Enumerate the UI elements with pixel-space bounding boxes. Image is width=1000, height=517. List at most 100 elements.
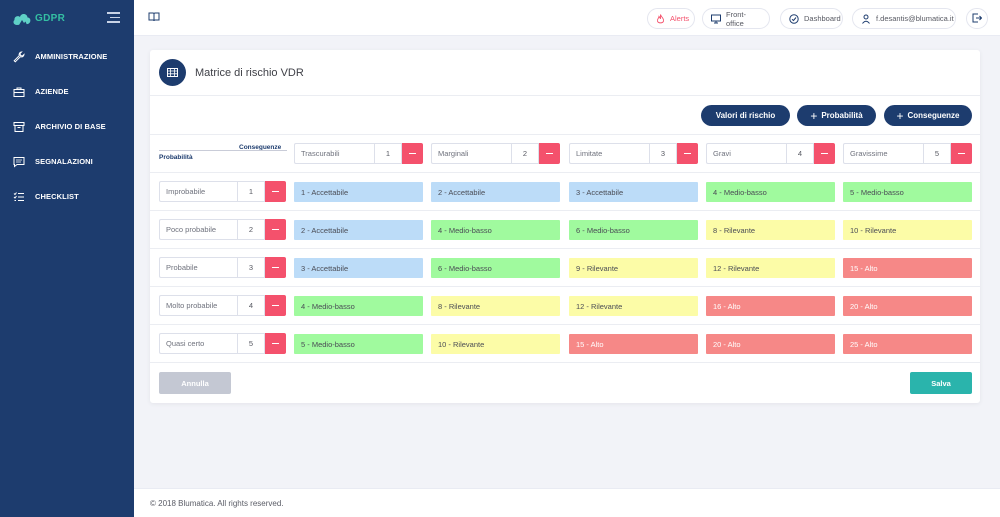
matrix-cell: 25 - Alto (843, 334, 972, 354)
column-name-input[interactable]: Gravissime (843, 143, 923, 164)
sidebar-item-label: ARCHIVIO DI BASE (35, 122, 106, 131)
sidebar-item-aziende[interactable]: AZIENDE (0, 74, 134, 109)
front-office-button[interactable]: Front-office (702, 8, 770, 29)
column-value-input[interactable]: 4 (786, 143, 814, 164)
remove-column-button[interactable] (539, 143, 560, 164)
matrix-cell: 6 - Medio-basso (569, 220, 698, 240)
remove-row-button[interactable] (265, 181, 286, 202)
annulla-button[interactable]: Annulla (159, 372, 231, 394)
logout-icon (972, 13, 983, 25)
column-value-input[interactable]: 3 (649, 143, 677, 164)
message-icon (13, 156, 25, 168)
dashboard-button[interactable]: Dashboard (780, 8, 843, 29)
front-office-label: Front-office (726, 9, 747, 28)
row-header-3: Probabile 3 (159, 257, 286, 278)
cloud-logo-icon (12, 12, 32, 26)
divider (150, 248, 980, 249)
row-header-2: Poco probabile 2 (159, 219, 286, 240)
column-header-4: Gravi 4 (706, 143, 835, 164)
matrix-cell: 8 - Rilevante (706, 220, 835, 240)
plus-icon: + (810, 108, 818, 123)
row-value-input[interactable]: 4 (237, 295, 265, 316)
row-name-input[interactable]: Probabile (159, 257, 237, 278)
row-header-5: Quasi certo 5 (159, 333, 286, 354)
divider (150, 210, 980, 211)
sidebar-item-label: SEGNALAZIONI (35, 157, 93, 166)
remove-column-button[interactable] (814, 143, 835, 164)
minus-icon (272, 342, 279, 345)
column-name-input[interactable]: Trascurabili (294, 143, 374, 164)
conseguenze-axis-label: Conseguenze (239, 144, 282, 151)
row-value-input[interactable]: 3 (237, 257, 265, 278)
row-name-input[interactable]: Poco probabile (159, 219, 237, 240)
topbar: Alerts Front-office Dashboard f.desantis… (134, 0, 1000, 36)
corner-divider (159, 150, 287, 151)
matrix-cell: 2 - Accettabile (294, 220, 423, 240)
remove-row-button[interactable] (265, 257, 286, 278)
sidebar-item-segnalazioni[interactable]: SEGNALAZIONI (0, 144, 134, 179)
column-value-input[interactable]: 1 (374, 143, 402, 164)
matrix-cell: 12 - Rilevante (569, 296, 698, 316)
row-value-input[interactable]: 2 (237, 219, 265, 240)
salva-button[interactable]: Salva (910, 372, 972, 394)
remove-column-button[interactable] (951, 143, 972, 164)
menu-toggle-icon[interactable] (107, 12, 120, 23)
sidebar-nav: AMMINISTRAZIONE AZIENDE ARCHIVIO DI BASE… (0, 39, 134, 214)
minus-icon (272, 228, 279, 231)
row-name-input[interactable]: Quasi certo (159, 333, 237, 354)
column-name-input[interactable]: Marginali (431, 143, 511, 164)
matrix-cell: 4 - Medio-basso (294, 296, 423, 316)
footer: © 2018 Blumatica. All rights reserved. (134, 488, 1000, 517)
user-icon (861, 14, 871, 24)
sidebar-item-archivio-di-base[interactable]: ARCHIVIO DI BASE (0, 109, 134, 144)
logout-button[interactable] (966, 8, 988, 29)
row-value-input[interactable]: 1 (237, 181, 265, 202)
minus-icon (272, 266, 279, 269)
sidebar-item-label: AMMINISTRAZIONE (35, 52, 108, 61)
row-name-input[interactable]: Molto probabile (159, 295, 237, 316)
add-probabilita-button[interactable]: + Probabilità (797, 105, 876, 126)
column-header-3: Limitate 3 (569, 143, 698, 164)
card-header: Matrice di rischio VDR (150, 50, 980, 96)
sidebar-item-checklist[interactable]: CHECKLIST (0, 179, 134, 214)
book-icon[interactable] (148, 12, 160, 22)
risk-matrix-card: Matrice di rischio VDR Valori di rischio… (150, 50, 980, 403)
remove-row-button[interactable] (265, 219, 286, 240)
remove-column-button[interactable] (677, 143, 698, 164)
matrix-cell: 15 - Alto (569, 334, 698, 354)
column-name-input[interactable]: Limitate (569, 143, 649, 164)
matrix-cell: 3 - Accettabile (569, 182, 698, 202)
alerts-button[interactable]: Alerts (647, 8, 695, 29)
sidebar-item-label: AZIENDE (35, 87, 69, 96)
row-header-4: Molto probabile 4 (159, 295, 286, 316)
matrix-cell: 10 - Rilevante (843, 220, 972, 240)
column-value-input[interactable]: 2 (511, 143, 539, 164)
monitor-icon (711, 14, 721, 24)
matrix-cell: 16 - Alto (706, 296, 835, 316)
user-menu-button[interactable]: f.desantis@blumatica.it (852, 8, 956, 29)
column-value-input[interactable]: 5 (923, 143, 951, 164)
alerts-label: Alerts (670, 14, 690, 23)
table-icon (159, 59, 186, 86)
matrix-cell: 5 - Medio-basso (843, 182, 972, 202)
matrix-cell: 5 - Medio-basso (294, 334, 423, 354)
dashboard-label: Dashboard (804, 14, 841, 23)
page-title: Matrice di rischio VDR (195, 67, 304, 79)
divider (150, 362, 980, 363)
add-conseguenze-button[interactable]: + Conseguenze (884, 105, 972, 126)
copyright-text: © 2018 Blumatica. All rights reserved. (150, 498, 284, 508)
matrix-cell: 2 - Accettabile (431, 182, 560, 202)
probabilita-axis-label: Probabilità (159, 154, 193, 161)
row-header-1: Improbabile 1 (159, 181, 286, 202)
column-header-5: Gravissime 5 (843, 143, 972, 164)
row-name-input[interactable]: Improbabile (159, 181, 237, 202)
divider (150, 134, 980, 135)
matrix-cell: 3 - Accettabile (294, 258, 423, 278)
remove-row-button[interactable] (265, 295, 286, 316)
row-value-input[interactable]: 5 (237, 333, 265, 354)
remove-row-button[interactable] (265, 333, 286, 354)
valori-di-rischio-button[interactable]: Valori di rischio (701, 105, 790, 126)
remove-column-button[interactable] (402, 143, 423, 164)
sidebar-item-amministrazione[interactable]: AMMINISTRAZIONE (0, 39, 134, 74)
column-name-input[interactable]: Gravi (706, 143, 786, 164)
